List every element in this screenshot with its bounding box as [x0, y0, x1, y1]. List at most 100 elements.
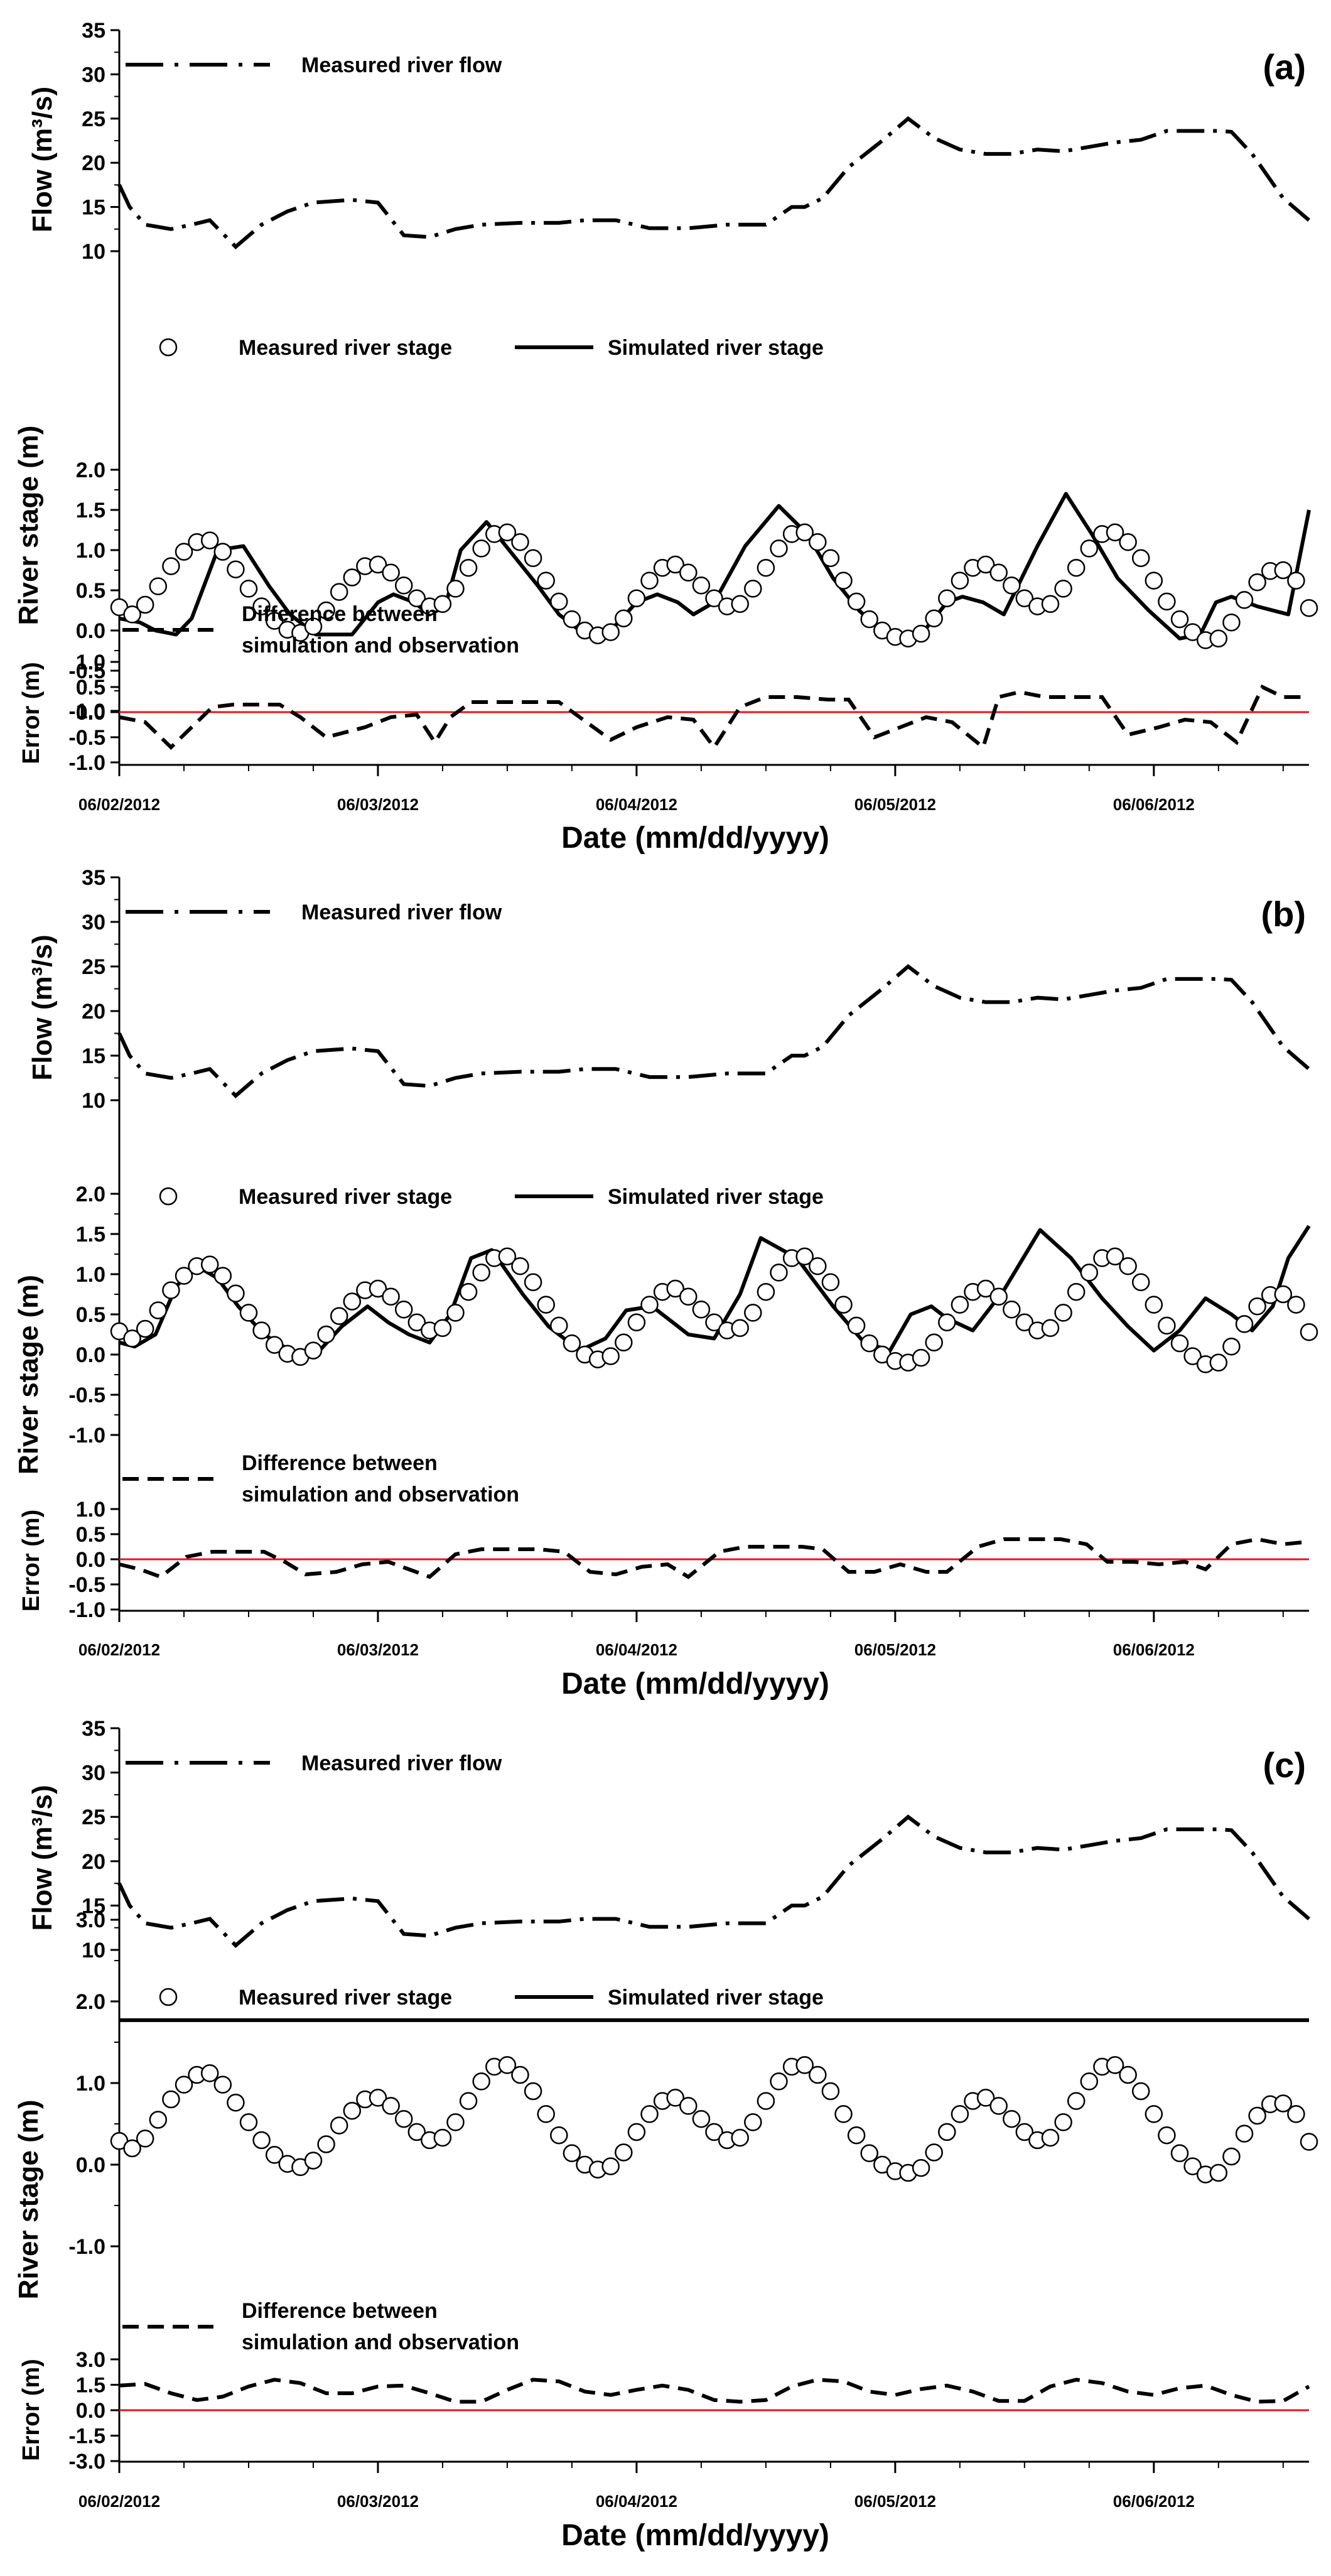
- measured-stage-point: [1170, 2144, 1189, 2163]
- measured-stage-point: [744, 2113, 762, 2131]
- measured-stage-point: [615, 2143, 633, 2162]
- measured-stage-point: [407, 589, 426, 608]
- simulated-legend-label: Simulated river stage: [608, 336, 824, 360]
- measured-stage-point: [227, 560, 245, 578]
- measured-stage-point: [1248, 2106, 1266, 2125]
- measured-legend-marker: [159, 338, 178, 357]
- error-legend-label-2: simulation and observation: [242, 634, 519, 658]
- measured-stage-point: [1080, 539, 1099, 558]
- measured-stage-point: [757, 2092, 775, 2110]
- measured-stage-point: [1235, 1315, 1254, 1333]
- stage-ylabel: River stage (m): [13, 426, 44, 625]
- measured-stage-point: [136, 2130, 154, 2148]
- x-axis-label: Date (mm/dd/yyyy): [561, 2519, 829, 2552]
- measured-stage-point: [938, 1313, 956, 1332]
- measured-stage-point: [770, 1264, 788, 1282]
- measured-stage-point: [821, 549, 840, 568]
- measured-stage-point: [200, 531, 219, 549]
- error-series-line: [119, 2378, 1310, 2404]
- measured-stage-point: [369, 1279, 387, 1298]
- date-tick-label: 06/05/2012: [854, 2492, 936, 2511]
- measured-stage-point: [679, 2097, 698, 2115]
- measured-stage-point: [330, 1307, 348, 1325]
- measured-stage-point: [795, 523, 814, 542]
- axes: [118, 877, 1309, 1612]
- measured-stage-point: [976, 555, 995, 574]
- flow-series-line: [117, 1814, 1310, 1949]
- measured-stage-point: [239, 2113, 258, 2131]
- error-ylabel: Error (m): [18, 2359, 45, 2461]
- x-axis-label: Date (mm/dd/yyyy): [561, 821, 829, 855]
- measured-stage-point: [433, 1319, 452, 1338]
- measured-stage-point: [1248, 1297, 1266, 1316]
- panel-label: (c): [1263, 1745, 1306, 1785]
- measured-stage-point: [860, 610, 878, 629]
- measured-stage-point: [472, 2072, 490, 2091]
- measured-legend-label: Measured river stage: [239, 1185, 452, 1209]
- measured-stage-point: [925, 2143, 943, 2162]
- measured-stage-point: [1300, 598, 1318, 617]
- measured-stage-point: [627, 1313, 646, 1332]
- measured-stage-point: [1054, 2113, 1072, 2131]
- measured-stage-point: [537, 1296, 555, 1314]
- panel-b: 10 15 20 25 30 35 Measured river flow (b) Flow (…: [13, 866, 1318, 1701]
- date-tick-label: 06/06/2012: [1113, 1640, 1195, 1659]
- measured-stage-point: [563, 1334, 581, 1353]
- measured-stage-point: [1119, 533, 1137, 551]
- measured-stage-point: [200, 1255, 219, 1274]
- error-tick-label: 0.0: [76, 701, 105, 725]
- measured-stage-point: [227, 1284, 245, 1302]
- measured-legend-marker: [159, 1187, 178, 1206]
- measured-stage-point: [809, 533, 827, 551]
- measured-stage-point: [149, 1301, 168, 1319]
- flow-tick-label: 10: [82, 240, 105, 264]
- stage-tick-label: 3.0: [76, 1908, 105, 1932]
- measured-stage-point: [433, 2128, 452, 2147]
- simulated-stage-line: [119, 1225, 1311, 1356]
- measured-stage-point: [304, 2151, 323, 2170]
- flow-tick-label: 15: [82, 196, 105, 220]
- stage-tick-label: -1.0: [68, 2235, 105, 2259]
- measured-stage-point: [976, 2089, 995, 2107]
- stage-tick-label: -1.0: [68, 700, 105, 723]
- measured-stage-point: [601, 2157, 620, 2175]
- stage-tick-label: 0.5: [76, 1303, 105, 1327]
- flow-tick-label: 15: [82, 1044, 105, 1068]
- measured-stage-point: [1274, 1285, 1293, 1304]
- error-tick-label: -0.5: [68, 1573, 105, 1597]
- error-tick-label: 3.0: [76, 2348, 105, 2372]
- measured-stage-point: [343, 2101, 362, 2120]
- date-tick-label: 06/03/2012: [337, 2492, 419, 2511]
- stage-tick-label: 2.0: [76, 1990, 105, 2014]
- stage-ylabel: River stage (m): [13, 1275, 44, 1475]
- measured-stage-point: [369, 555, 387, 574]
- error-ylabel: Error (m): [18, 662, 45, 764]
- measured-stage-point: [472, 1264, 490, 1282]
- measured-stage-point: [537, 571, 555, 590]
- x-axis-label: Date (mm/dd/yyyy): [561, 1667, 829, 1701]
- measured-stage-point: [1183, 1347, 1202, 1365]
- measured-stage-point: [239, 580, 258, 598]
- error-tick-label: 0.5: [76, 1523, 105, 1547]
- measured-stage-point: [1287, 2105, 1305, 2123]
- measured-stage-point: [537, 2105, 555, 2123]
- measured-stage-point: [1131, 2082, 1150, 2101]
- measured-stage-point: [615, 609, 633, 628]
- error-tick-label: 0.5: [76, 676, 105, 700]
- stage-tick-label: 1.0: [76, 1263, 105, 1287]
- error-tick-label: -1.0: [68, 751, 105, 775]
- measured-stage-point: [1067, 558, 1086, 577]
- measured-stage-point: [369, 2089, 387, 2107]
- measured-stage-point: [252, 1321, 271, 1339]
- measured-stage-point: [1274, 561, 1293, 580]
- measured-stage-point: [1209, 1353, 1228, 1372]
- measured-stage-point: [1158, 592, 1176, 611]
- flow-tick-label: 20: [82, 1000, 105, 1024]
- measured-stage-point: [731, 595, 749, 614]
- measured-stage-point: [498, 2056, 517, 2074]
- measured-stage-point: [123, 605, 141, 624]
- measured-stage-point: [459, 1282, 478, 1301]
- measured-stage-point: [1287, 1296, 1305, 1314]
- measured-stage-point: [744, 580, 762, 598]
- date-tick-label: 06/04/2012: [596, 795, 677, 814]
